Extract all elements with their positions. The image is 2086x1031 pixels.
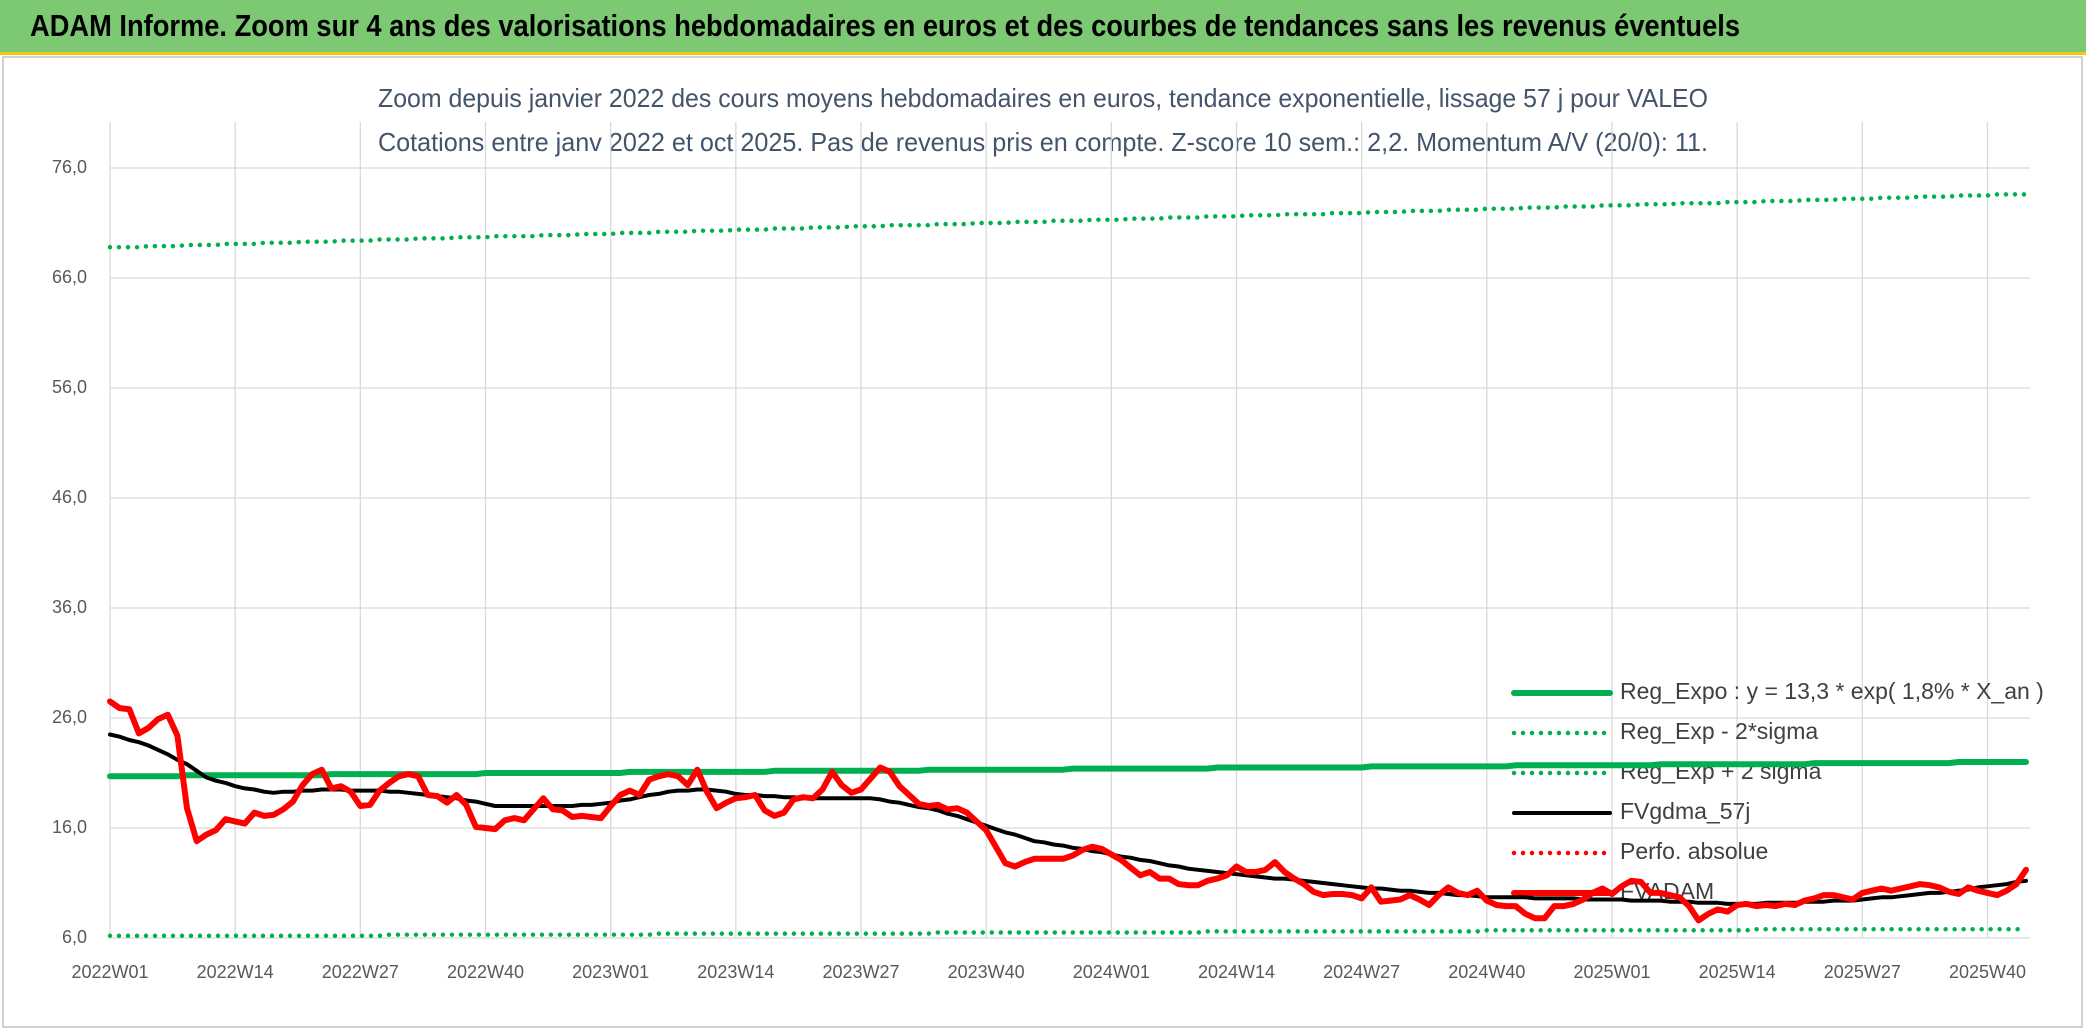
x-tick-label: 2023W14 <box>697 962 774 982</box>
y-tick-label: 46,0 <box>52 487 87 507</box>
x-tick-label: 2022W40 <box>447 962 524 982</box>
x-tick-label: 2023W01 <box>572 962 649 982</box>
legend-label: Reg_Exp - 2*sigma <box>1620 718 1818 744</box>
legend-label: Reg_Expo : y = 13,3 * exp( 1,8% * X_an ) <box>1620 678 2044 704</box>
x-tick-label: 2025W27 <box>1824 962 1901 982</box>
y-tick-label: 16,0 <box>52 817 87 837</box>
header-title: ADAM Informe. Zoom sur 4 ans des valoris… <box>30 8 1740 43</box>
x-tick-label: 2023W27 <box>822 962 899 982</box>
chart-title: Zoom depuis janvier 2022 des cours moyen… <box>378 83 1708 113</box>
x-tick-label: 2024W01 <box>1073 962 1150 982</box>
legend-label: Perfo. absolue <box>1620 838 1768 864</box>
legend: Reg_Expo : y = 13,3 * exp( 1,8% * X_an )… <box>1511 678 2044 904</box>
series-line <box>107 698 2029 924</box>
x-tick-label: 2025W14 <box>1699 962 1776 982</box>
legend-label: FVgdma_57j <box>1620 798 1750 824</box>
header-bar <box>0 0 2086 54</box>
x-tick-label: 2022W27 <box>322 962 399 982</box>
series-line <box>107 759 2029 780</box>
x-tick-label: 2024W14 <box>1198 962 1275 982</box>
x-tick-label: 2022W01 <box>71 962 148 982</box>
grid: 6,0 16,0 26,0 36,0 46,0 56,0 66,0 76,0 2022W01 20… <box>52 122 2030 982</box>
x-tick-label: 2024W40 <box>1448 962 1525 982</box>
chart-frame <box>2 56 2083 1028</box>
x-tick-label: 2022W14 <box>197 962 274 982</box>
y-tick-label: 6,0 <box>62 927 87 947</box>
x-tick-label: 2024W27 <box>1323 962 1400 982</box>
y-tick-label: 26,0 <box>52 707 87 727</box>
chart-subtitle: Cotations entre janv 2022 et oct 2025. P… <box>378 127 1708 157</box>
x-tick-label: 2025W40 <box>1949 962 2026 982</box>
y-tick-label: 66,0 <box>52 267 87 287</box>
x-tick-label: 2023W40 <box>948 962 1025 982</box>
y-tick-label: 56,0 <box>52 377 87 397</box>
y-tick-label: 76,0 <box>52 157 87 177</box>
header-underline <box>0 52 2086 55</box>
y-tick-label: 36,0 <box>52 597 87 617</box>
plot-lines <box>107 192 2029 939</box>
x-tick-label: 2025W01 <box>1573 962 1650 982</box>
